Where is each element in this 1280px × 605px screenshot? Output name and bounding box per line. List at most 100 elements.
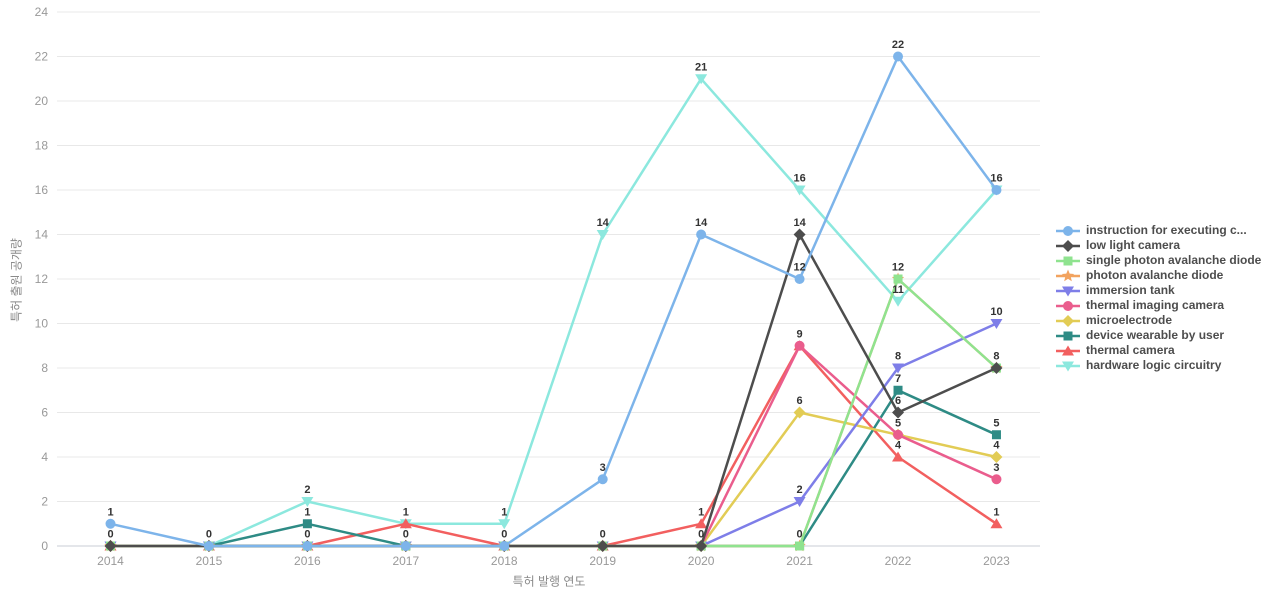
legend-item-thermal-imaging-camera[interactable]: thermal imaging camera bbox=[1055, 298, 1261, 313]
data-point-label: 5 bbox=[993, 417, 999, 429]
data-point-marker bbox=[1062, 314, 1074, 327]
data-point-marker bbox=[893, 51, 904, 62]
series-line bbox=[109, 55, 998, 548]
single-photon-avalanche-diode-legend-marker-icon bbox=[1056, 256, 1080, 265]
data-point-label: 1 bbox=[501, 506, 507, 518]
data-point-marker bbox=[596, 540, 609, 552]
data-point-label: 0 bbox=[403, 529, 409, 541]
device-wearable-by-user-legend-marker-icon bbox=[1056, 331, 1080, 340]
data-point-label: 9 bbox=[797, 328, 803, 340]
data-point-marker bbox=[1062, 286, 1074, 296]
data-point-label: 14 bbox=[597, 217, 610, 229]
data-point-label: 1 bbox=[107, 506, 113, 518]
thermal-camera-legend-marker-icon bbox=[1056, 345, 1080, 355]
data-point-marker bbox=[399, 518, 412, 529]
data-point-marker bbox=[1062, 345, 1074, 355]
series-line bbox=[109, 411, 998, 548]
instruction-for-executing-c-legend-marker-icon bbox=[1056, 225, 1080, 236]
y-tick-label: 14 bbox=[35, 228, 49, 242]
legend-label: thermal camera bbox=[1086, 343, 1175, 357]
legend-item-photon-avalanche-diode[interactable]: photon avalanche diode bbox=[1055, 268, 1261, 283]
data-point-label: 7 bbox=[895, 373, 901, 385]
data-point-marker bbox=[990, 319, 1003, 329]
data-point-marker bbox=[893, 385, 903, 395]
legend-item-device-wearable-by-user[interactable]: device wearable by user bbox=[1055, 328, 1261, 343]
data-point-marker bbox=[499, 541, 510, 551]
x-tick-label: 2019 bbox=[589, 554, 616, 568]
data-point-marker bbox=[302, 541, 313, 551]
data-point-marker bbox=[892, 296, 905, 307]
x-tick-label: 2023 bbox=[983, 554, 1010, 568]
data-point-marker bbox=[104, 540, 117, 552]
x-tick-label: 2016 bbox=[294, 554, 321, 568]
data-point-label: 1 bbox=[304, 506, 310, 518]
data-point-marker bbox=[892, 451, 905, 462]
data-point-marker bbox=[400, 541, 411, 551]
photon-avalanche-diode-legend-marker-icon bbox=[1056, 269, 1080, 281]
series-instruction-for-executing-c bbox=[105, 51, 1002, 551]
data-point-marker bbox=[302, 519, 312, 529]
data-point-marker bbox=[1062, 239, 1074, 252]
data-point-marker bbox=[795, 541, 805, 551]
data-point-marker bbox=[990, 451, 1003, 463]
series-thermal-camera bbox=[104, 340, 1003, 551]
y-tick-label: 16 bbox=[35, 183, 49, 197]
x-tick-label: 2017 bbox=[392, 554, 419, 568]
data-point-marker bbox=[893, 429, 904, 440]
legend-item-hardware-logic-circuitry[interactable]: hardware logic circuitry bbox=[1055, 358, 1261, 373]
data-point-label: 0 bbox=[797, 529, 803, 541]
data-point-marker bbox=[793, 497, 806, 507]
legend-item-immersion-tank[interactable]: immersion tank bbox=[1055, 283, 1261, 298]
data-point-marker bbox=[1063, 225, 1073, 236]
x-tick-label: 2014 bbox=[97, 554, 124, 568]
y-tick-label: 6 bbox=[41, 406, 48, 420]
data-point-label: 22 bbox=[892, 39, 904, 51]
data-point-marker bbox=[990, 518, 1003, 529]
data-point-marker bbox=[695, 74, 708, 85]
data-point-label: 16 bbox=[990, 173, 1002, 185]
data-point-label: 1 bbox=[993, 506, 999, 518]
x-tick-label: 2022 bbox=[885, 554, 912, 568]
y-tick-label: 2 bbox=[41, 495, 48, 509]
data-point-marker bbox=[696, 229, 707, 240]
y-tick-label: 24 bbox=[35, 5, 49, 19]
data-point-marker bbox=[1062, 361, 1074, 371]
series-line bbox=[109, 77, 998, 548]
x-tick-label: 2018 bbox=[491, 554, 518, 568]
x-axis-title: 특허 발행 연도 bbox=[512, 574, 586, 589]
data-point-label: 0 bbox=[600, 529, 606, 541]
data-point-label: 14 bbox=[793, 217, 806, 229]
data-point-marker bbox=[793, 406, 806, 419]
data-point-marker bbox=[105, 518, 116, 529]
data-point-label: 1 bbox=[698, 506, 704, 518]
data-point-marker bbox=[596, 230, 609, 240]
data-point-label: 21 bbox=[695, 61, 707, 73]
data-point-marker bbox=[793, 228, 806, 241]
series-thermal-imaging-camera bbox=[105, 340, 1002, 551]
data-point-marker bbox=[793, 185, 806, 196]
data-point-marker bbox=[1061, 269, 1075, 281]
thermal-imaging-camera-legend-marker-icon bbox=[1056, 300, 1080, 311]
data-point-label: 12 bbox=[793, 262, 805, 274]
legend-item-thermal-camera[interactable]: thermal camera bbox=[1055, 343, 1261, 358]
data-point-label: 0 bbox=[107, 529, 113, 541]
data-point-label: 0 bbox=[304, 529, 310, 541]
x-tick-label: 2015 bbox=[196, 554, 223, 568]
series-microelectrode bbox=[104, 406, 1003, 552]
legend-item-single-photon-avalanche-diode[interactable]: single photon avalanche diode bbox=[1055, 253, 1261, 268]
y-tick-label: 10 bbox=[35, 317, 49, 331]
data-point-marker bbox=[893, 274, 903, 284]
legend-label: hardware logic circuitry bbox=[1086, 358, 1222, 372]
data-point-label: 5 bbox=[895, 417, 901, 429]
series-photon-avalanche-diode bbox=[104, 272, 1003, 552]
legend-item-microelectrode[interactable]: microelectrode bbox=[1055, 313, 1261, 328]
data-point-label: 4 bbox=[993, 440, 1000, 452]
y-tick-label: 20 bbox=[35, 94, 49, 108]
legend-item-low-light-camera[interactable]: low light camera bbox=[1055, 238, 1261, 253]
legend-item-instruction-for-executing-c[interactable]: instruction for executing c... bbox=[1055, 223, 1261, 238]
data-point-label: 2 bbox=[304, 484, 310, 496]
data-point-marker bbox=[1063, 300, 1073, 311]
data-point-marker bbox=[990, 362, 1003, 374]
